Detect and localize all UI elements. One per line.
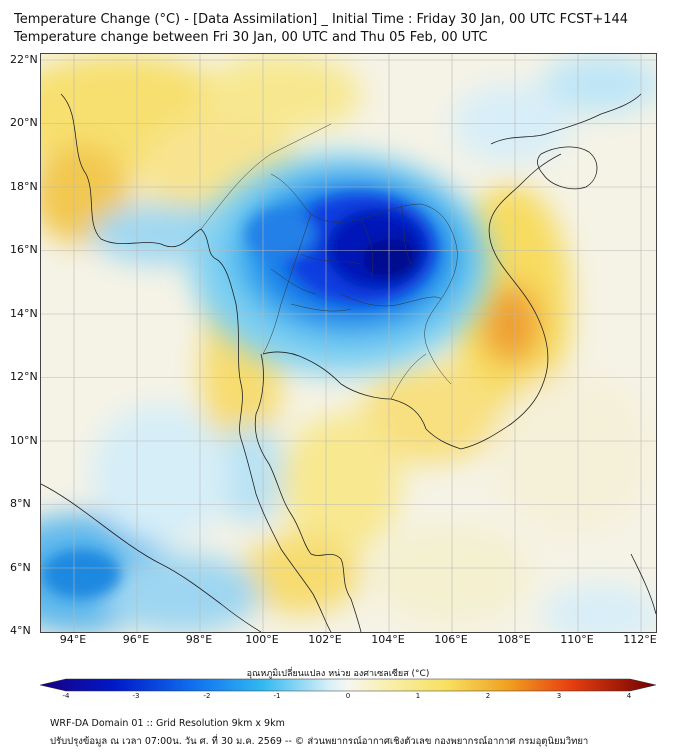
lon-tick-112: 112°E [623, 633, 657, 646]
lat-tick-16: 16°N [10, 243, 38, 256]
chart-title-line1: Temperature Change (°C) - [Data Assimila… [14, 12, 629, 27]
colorbar-tick: 4 [626, 692, 632, 700]
colorbar-tick: 1 [415, 692, 421, 700]
lat-tick-4: 4°N [10, 624, 31, 637]
lon-tick-110: 110°E [560, 633, 594, 646]
lat-tick-14: 14°N [10, 307, 38, 320]
lon-tick-106: 106°E [434, 633, 468, 646]
lon-tick-94: 94°E [59, 633, 87, 646]
lon-tick-98: 98°E [185, 633, 213, 646]
lat-tick-20: 20°N [10, 116, 38, 129]
colorbar-tick: 3 [556, 692, 562, 700]
lat-tick-12: 12°N [10, 370, 38, 383]
temperature-change-map [40, 53, 657, 633]
lat-tick-22: 22°N [10, 53, 38, 66]
map-canvas [41, 54, 656, 632]
colorbar [40, 678, 656, 692]
colorbar-tick: 2 [485, 692, 491, 700]
chart-title-line2: Temperature change between Fri 30 Jan, 0… [14, 30, 488, 45]
lon-tick-100: 100°E [245, 633, 279, 646]
colorbar-tick: -4 [62, 692, 70, 700]
lat-tick-18: 18°N [10, 180, 38, 193]
footer-credits: ปรับปรุงข้อมูล ณ เวลา 07:00น. วัน ศ. ที่… [50, 736, 589, 747]
colorbar-tick: 0 [345, 692, 351, 700]
admin-borders [200, 123, 458, 400]
colorbar-tick: -1 [273, 692, 281, 700]
graticule [41, 54, 656, 632]
lat-tick-8: 8°N [10, 497, 31, 510]
lon-tick-102: 102°E [308, 633, 342, 646]
lon-tick-108: 108°E [497, 633, 531, 646]
lon-tick-104: 104°E [371, 633, 405, 646]
colorbar-label: อุณหภูมิเปลี่ยนแปลง หน่วย องศาเซลเซียส (… [246, 669, 430, 679]
colorbar-tick: -2 [203, 692, 211, 700]
coastlines [41, 93, 656, 632]
colorbar-tick: -3 [132, 692, 140, 700]
lat-tick-10: 10°N [10, 434, 38, 447]
lon-tick-96: 96°E [122, 633, 150, 646]
footer-model-info: WRF-DA Domain 01 :: Grid Resolution 9km … [50, 718, 285, 729]
lat-tick-6: 6°N [10, 561, 31, 574]
